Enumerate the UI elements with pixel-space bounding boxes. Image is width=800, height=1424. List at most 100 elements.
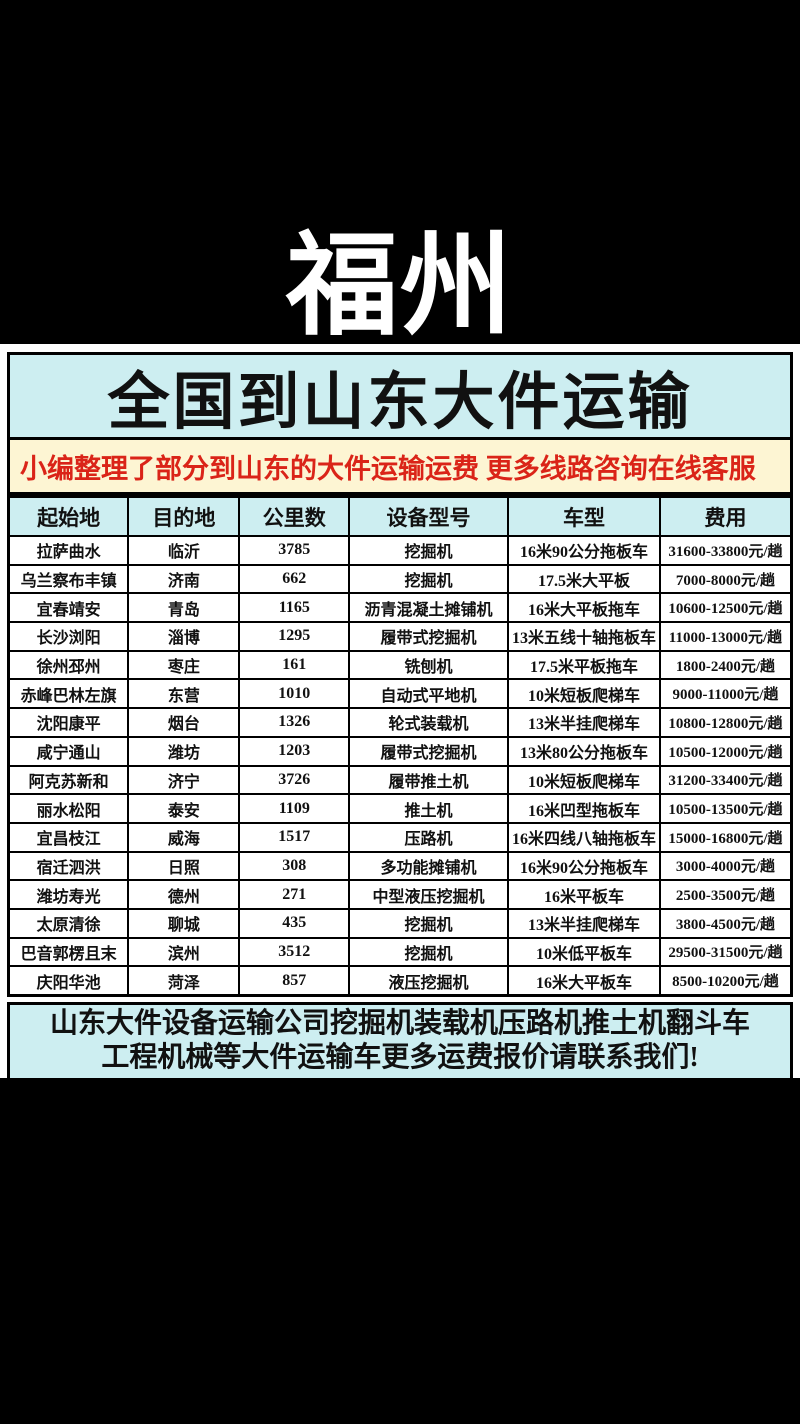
table-cell: 挖掘机: [348, 936, 510, 968]
table-cell: 威海: [127, 821, 241, 853]
table-cell: 17.5米平板拖车: [507, 649, 661, 681]
table-cell: 161: [238, 649, 351, 681]
table-cell: 沥青混凝土摊铺机: [348, 592, 510, 624]
table-cell: 31200-33400元/趟: [658, 764, 793, 796]
table-row: 宜春靖安 青岛 1165 沥青混凝土摊铺机 16米大平板拖车 10600-12500元/趟: [7, 592, 793, 624]
table-cell: 泰安: [127, 793, 241, 824]
table-cell: 菏泽: [127, 965, 241, 997]
table-cell: 临沂: [127, 535, 241, 566]
table-cell: 济南: [127, 563, 241, 595]
table-row: 拉萨曲水 临沂 3785 挖掘机 16米90公分拖板车 31600-33800元/趟: [7, 535, 793, 566]
table-cell: 压路机: [348, 821, 510, 853]
city-banner-title: 福州: [286, 221, 514, 351]
footer-note: 山东大件设备运输公司挖掘机装载机压路机推土机翻斗车 工程机械等大件运输车更多运费…: [7, 1002, 793, 1081]
table-cell: 青岛: [127, 592, 241, 624]
table-cell: 29500-31500元/趟: [658, 936, 793, 968]
table-cell: 淄博: [127, 621, 241, 652]
freight-price-table: 起始地 目的地 公里数 设备型号 车型 费用 拉萨曲水 临沂 3785 挖掘机 16米90公分拖板…: [7, 495, 793, 997]
table-row: 赤峰巴林左旗 东营 1010 自动式平地机 10米短板爬梯车 9000-11000元/趟: [7, 678, 793, 710]
table-cell: 10米短板爬梯车: [507, 764, 661, 796]
table-cell: 宜昌枝江: [7, 821, 130, 853]
table-cell: 阿克苏新和: [7, 764, 130, 796]
table-cell: 推土机: [348, 793, 510, 824]
table-cell: 挖掘机: [348, 563, 510, 595]
table-cell: 13米半挂爬梯车: [507, 907, 661, 939]
table-cell: 11000-13000元/趟: [658, 621, 793, 652]
footer-line-1: 山东大件设备运输公司挖掘机装载机压路机推土机翻斗车: [49, 1008, 750, 1039]
table-cell: 聊城: [127, 907, 241, 939]
table-cell: 履带式挖掘机: [348, 735, 510, 767]
table-cell: 轮式装载机: [348, 707, 510, 738]
notice-strip: 小编整理了部分到山东的大件运输运费 更多线路咨询在线客服: [7, 440, 793, 495]
table-cell: 宿迁泗洪: [7, 850, 130, 882]
table-cell: 中型液压挖掘机: [348, 879, 510, 910]
table-cell: 16米四线八轴拖板车: [507, 821, 661, 853]
table-row: 徐州邳州 枣庄 161 铣刨机 17.5米平板拖车 1800-2400元/趟: [7, 649, 793, 681]
table-cell: 7000-8000元/趟: [658, 563, 793, 595]
table-row: 阿克苏新和 济宁 3726 履带推土机 10米短板爬梯车 31200-33400元/趟: [7, 764, 793, 796]
table-cell: 液压挖掘机: [348, 965, 510, 997]
table-cell: 10600-12500元/趟: [658, 592, 793, 624]
table-header-row: 起始地 目的地 公里数 设备型号 车型 费用: [7, 495, 793, 537]
table-cell: 自动式平地机: [348, 678, 510, 710]
table-cell: 东营: [127, 678, 241, 710]
table-cell: 拉萨曲水: [7, 535, 130, 566]
table-cell: 271: [238, 879, 351, 910]
table-cell: 长沙浏阳: [7, 621, 130, 652]
table-cell: 9000-11000元/趟: [658, 678, 793, 710]
table-cell: 16米大平板拖车: [507, 592, 661, 624]
table-body: 拉萨曲水 临沂 3785 挖掘机 16米90公分拖板车 31600-33800元/趟 乌兰察…: [7, 535, 793, 997]
column-header: 设备型号: [348, 495, 510, 537]
table-cell: 多功能摊铺机: [348, 850, 510, 882]
table-cell: 3512: [238, 936, 351, 968]
table-cell: 10米低平板车: [507, 936, 661, 968]
table-row: 乌兰察布丰镇 济南 662 挖掘机 17.5米大平板 7000-8000元/趟: [7, 563, 793, 595]
table-cell: 宜春靖安: [7, 592, 130, 624]
table-cell: 3726: [238, 764, 351, 796]
table-cell: 赤峰巴林左旗: [7, 678, 130, 710]
table-cell: 挖掘机: [348, 907, 510, 939]
table-cell: 乌兰察布丰镇: [7, 563, 130, 595]
table-cell: 庆阳华池: [7, 965, 130, 997]
table-cell: 挖掘机: [348, 535, 510, 566]
table-cell: 1165: [238, 592, 351, 624]
table-cell: 3785: [238, 535, 351, 566]
table-row: 宿迁泗洪 日照 308 多功能摊铺机 16米90公分拖板车 3000-4000元/趟: [7, 850, 793, 882]
table-cell: 16米凹型拖板车: [507, 793, 661, 824]
table-cell: 3000-4000元/趟: [658, 850, 793, 882]
column-header: 目的地: [127, 495, 241, 537]
table-cell: 17.5米大平板: [507, 563, 661, 595]
column-header: 费用: [658, 495, 793, 537]
table-cell: 10米短板爬梯车: [507, 678, 661, 710]
table-cell: 10500-12000元/趟: [658, 735, 793, 767]
table-cell: 履带推土机: [348, 764, 510, 796]
table-cell: 8500-10200元/趟: [658, 965, 793, 997]
table-cell: 履带式挖掘机: [348, 621, 510, 652]
table-row: 丽水松阳 泰安 1109 推土机 16米凹型拖板车 10500-13500元/趟: [7, 793, 793, 824]
table-cell: 662: [238, 563, 351, 595]
table-cell: 16米平板车: [507, 879, 661, 910]
table-cell: 31600-33800元/趟: [658, 535, 793, 566]
table-cell: 13米五线十轴拖板车: [507, 621, 661, 652]
table-cell: 烟台: [127, 707, 241, 738]
table-cell: 10800-12800元/趟: [658, 707, 793, 738]
table-cell: 丽水松阳: [7, 793, 130, 824]
table-cell: 1326: [238, 707, 351, 738]
table-row: 咸宁通山 潍坊 1203 履带式挖掘机 13米80公分拖板车 10500-12000元/趟: [7, 735, 793, 767]
table-row: 庆阳华池 菏泽 857 液压挖掘机 16米大平板车 8500-10200元/趟: [7, 965, 793, 997]
poster-panel: 全国到山东大件运输 小编整理了部分到山东的大件运输运费 更多线路咨询在线客服 起…: [0, 344, 800, 1081]
table-cell: 308: [238, 850, 351, 882]
page-title: 全国到山东大件运输: [7, 352, 793, 440]
column-header: 公里数: [238, 495, 351, 537]
table-row: 沈阳康平 烟台 1326 轮式装载机 13米半挂爬梯车 10800-12800元/趟: [7, 707, 793, 738]
table-cell: 太原清徐: [7, 907, 130, 939]
table-cell: 16米大平板车: [507, 965, 661, 997]
table-cell: 435: [238, 907, 351, 939]
table-cell: 1203: [238, 735, 351, 767]
table-cell: 济宁: [127, 764, 241, 796]
table-cell: 857: [238, 965, 351, 997]
table-cell: 巴音郭楞且末: [7, 936, 130, 968]
table-cell: 沈阳康平: [7, 707, 130, 738]
table-cell: 1295: [238, 621, 351, 652]
table-cell: 咸宁通山: [7, 735, 130, 767]
